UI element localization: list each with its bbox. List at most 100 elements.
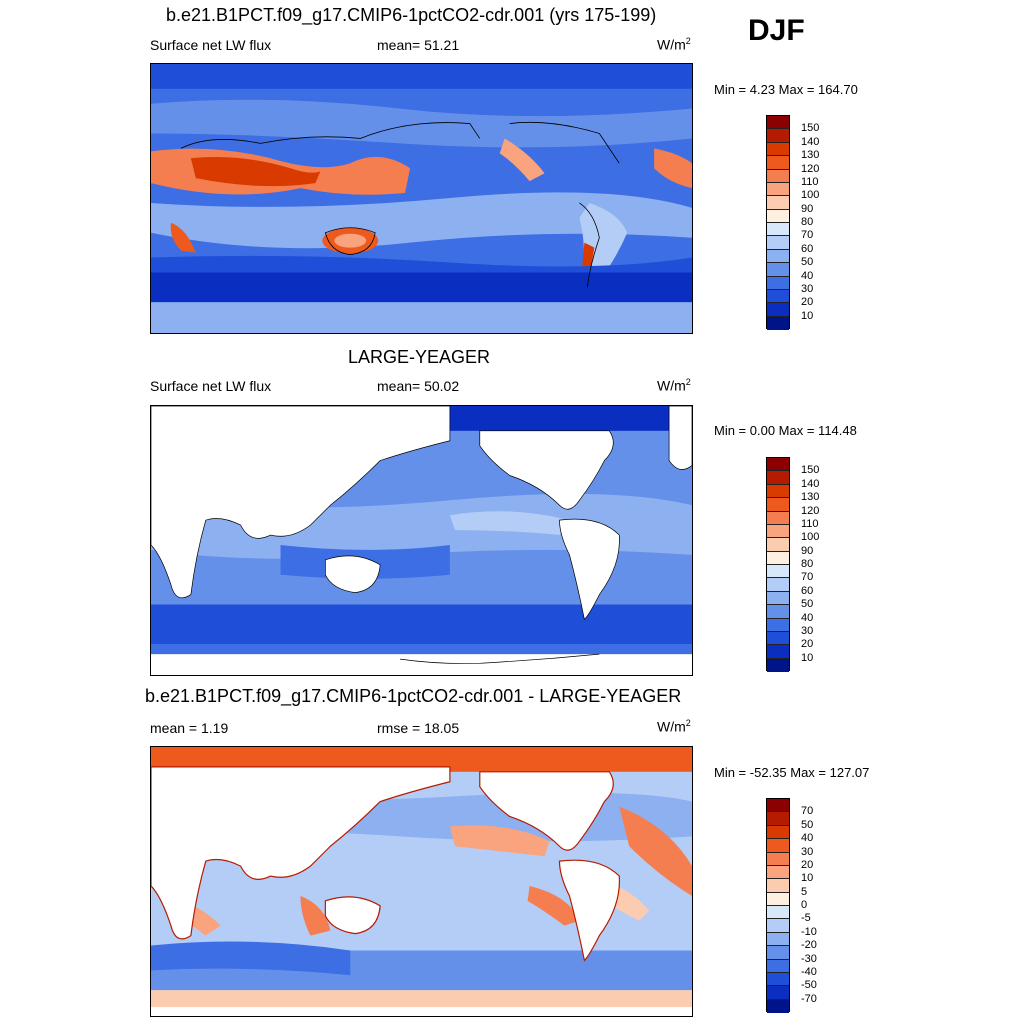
colorbar-swatch: [767, 959, 789, 973]
colorbar-tick-label: 90: [801, 544, 814, 557]
colorbar-swatch: [767, 865, 789, 880]
colorbar-swatch: [767, 986, 789, 1000]
colorbar-tick-label: 70: [801, 805, 814, 818]
colorbar-swatch: [767, 578, 789, 592]
colorbar-swatch: [767, 209, 789, 223]
colorbar-swatch: [767, 645, 789, 659]
colorbar-swatch: [767, 236, 789, 250]
colorbar-tick-label: 60: [801, 584, 814, 597]
season-label: DJF: [748, 14, 805, 47]
colorbar-swatch: [767, 932, 789, 947]
colorbar-tick-label: -20: [801, 939, 817, 952]
colorbar-tick-label: 30: [801, 282, 814, 295]
colorbar-tick-label: 110: [801, 517, 819, 530]
colorbar-swatch: [767, 196, 789, 210]
colorbar-tick-label: 100: [801, 531, 820, 544]
panel3-title: b.e21.B1PCT.f09_g17.CMIP6-1pctCO2-cdr.00…: [145, 686, 682, 706]
colorbar-swatch: [767, 471, 789, 485]
colorbar-tick-label: 90: [801, 202, 814, 215]
colorbar-tick-label: -70: [801, 992, 817, 1005]
colorbar-swatch: [767, 538, 789, 552]
colorbar-swatch: [767, 658, 789, 672]
colorbar-tick-label: 60: [801, 242, 814, 255]
panel2-minmax: Min = 0.00 Max = 114.48: [714, 423, 857, 438]
colorbar-tick-label: 50: [801, 818, 814, 831]
colorbar-swatch: [767, 458, 789, 472]
panel1-units: W/m2: [657, 36, 691, 53]
colorbar-swatch: [767, 169, 789, 183]
colorbar-swatch: [767, 156, 789, 170]
colorbar-swatch: [767, 223, 789, 237]
colorbar-swatch: [767, 498, 789, 512]
panel1-mean: mean= 51.21: [377, 37, 460, 53]
colorbar-swatch: [767, 812, 789, 826]
colorbar-tick-label: 50: [801, 598, 814, 611]
colorbar-swatch: [767, 129, 789, 143]
colorbar-swatch: [767, 591, 789, 606]
panel1-title: b.e21.B1PCT.f09_g17.CMIP6-1pctCO2-cdr.00…: [166, 5, 657, 25]
colorbar-tick-label: 110: [801, 175, 819, 188]
colorbar-swatch: [767, 906, 789, 920]
colorbar-tick-label: 70: [801, 229, 814, 242]
colorbar-swatch: [767, 999, 789, 1013]
panel2-variable: Surface net LW flux: [150, 378, 272, 394]
colorbar-tick-label: 10: [801, 309, 814, 322]
colorbar-swatch: [767, 511, 789, 525]
panel3-units: W/m2: [657, 718, 691, 735]
colorbar-tick-label: 130: [801, 491, 820, 504]
colorbar-swatch: [767, 263, 789, 277]
colorbar-tick-label: 150: [801, 122, 820, 135]
colorbar-tick-label: 5: [801, 885, 808, 898]
colorbar-swatch: [767, 852, 789, 866]
panel1-colorbar: [766, 115, 790, 330]
colorbar-tick-label: 30: [801, 624, 814, 637]
colorbar-tick-label: 140: [801, 477, 820, 490]
colorbar-tick-label: -10: [801, 925, 817, 938]
colorbar-tick-label: 0: [801, 899, 808, 911]
panel1-minmax: Min = 4.23 Max = 164.70: [714, 82, 858, 97]
panel3-map: [150, 746, 693, 1017]
colorbar-tick-label: -30: [801, 952, 817, 965]
colorbar-tick-label: 120: [801, 504, 820, 517]
colorbar-tick-label: 140: [801, 135, 820, 148]
colorbar-tick-label: 130: [801, 149, 820, 162]
colorbar-swatch: [767, 972, 789, 987]
panel2-units: W/m2: [657, 377, 691, 394]
colorbar-tick-label: 40: [801, 832, 814, 845]
colorbar-tick-label: 150: [801, 464, 820, 477]
colorbar-tick-label: 80: [801, 558, 814, 570]
colorbar-swatch: [767, 565, 789, 579]
panel1-map: [150, 63, 693, 334]
colorbar-swatch: [767, 618, 789, 632]
colorbar-tick-label: 20: [801, 858, 814, 871]
panel1-variable: Surface net LW flux: [150, 37, 272, 53]
colorbar-swatch: [767, 249, 789, 264]
colorbar-tick-label: 40: [801, 611, 814, 624]
colorbar-swatch: [767, 142, 789, 157]
colorbar-swatch: [767, 276, 789, 290]
colorbar-swatch: [767, 919, 789, 933]
colorbar-tick-label: 40: [801, 269, 814, 282]
colorbar-swatch: [767, 631, 789, 646]
colorbar-tick-label: -5: [801, 912, 811, 925]
colorbar-swatch: [767, 825, 789, 840]
colorbar-tick-label: 20: [801, 296, 814, 309]
colorbar-swatch: [767, 879, 789, 893]
colorbar-swatch: [767, 551, 789, 565]
panel3-minmax: Min = -52.35 Max = 127.07: [714, 765, 870, 780]
colorbar-tick-label: 50: [801, 256, 814, 269]
panel2-colorbar: [766, 457, 790, 672]
colorbar-tick-label: 100: [801, 189, 820, 202]
panel2-mean: mean= 50.02: [377, 378, 460, 394]
colorbar-swatch: [767, 605, 789, 619]
colorbar-tick-label: 30: [801, 845, 814, 858]
colorbar-tick-label: -50: [801, 979, 817, 992]
colorbar-swatch: [767, 946, 789, 960]
colorbar-tick-label: 20: [801, 638, 814, 651]
colorbar-swatch: [767, 799, 789, 813]
colorbar-swatch: [767, 316, 789, 330]
panel2-title: LARGE-YEAGER: [348, 347, 491, 367]
colorbar-tick-label: 10: [801, 872, 814, 885]
panel3-colorbar: [766, 798, 790, 1013]
panel3-mean: mean = 1.19: [150, 720, 229, 736]
